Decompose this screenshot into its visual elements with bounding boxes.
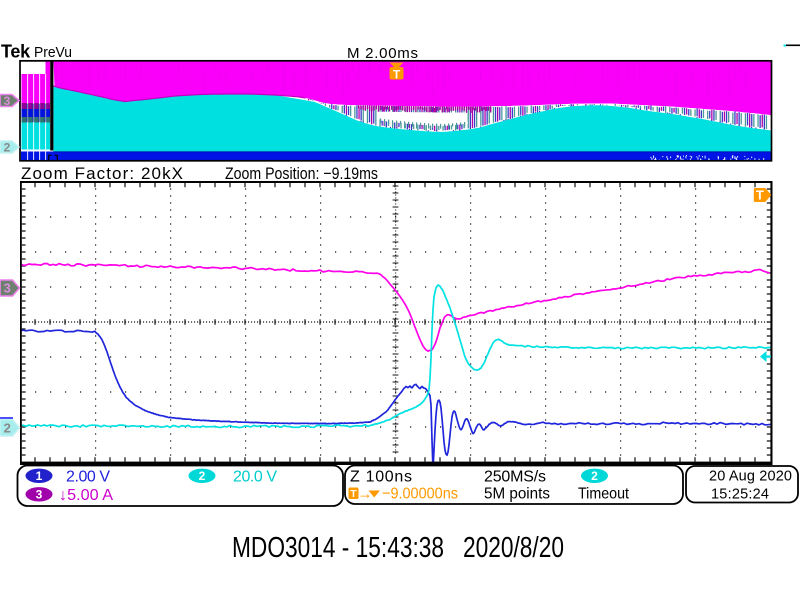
svg-text:T: T	[393, 68, 401, 82]
svg-text:2: 2	[4, 420, 11, 435]
svg-text:2: 2	[591, 469, 598, 483]
svg-text:2: 2	[199, 469, 206, 483]
svg-text:2: 2	[4, 140, 11, 154]
svg-text:250MS/s: 250MS/s	[484, 469, 546, 486]
svg-text:PreVu: PreVu	[34, 44, 72, 61]
svg-text:1: 1	[36, 469, 43, 483]
svg-text:3: 3	[36, 488, 43, 502]
svg-text:T: T	[350, 488, 357, 500]
svg-text:→: →	[358, 486, 373, 503]
svg-text:2.00 V: 2.00 V	[66, 469, 110, 486]
svg-text:3: 3	[4, 281, 11, 296]
svg-text:T: T	[756, 188, 764, 203]
svg-text:−9.00000ns: −9.00000ns	[382, 486, 458, 503]
svg-text:3: 3	[4, 94, 11, 108]
svg-text:Zoom Factor: 20kX: Zoom Factor: 20kX	[21, 164, 183, 183]
svg-text:20 Aug 2020: 20 Aug 2020	[709, 469, 792, 485]
svg-text:Tek: Tek	[1, 42, 31, 62]
svg-text:Z 100ns: Z 100ns	[350, 469, 412, 486]
svg-text:Zoom Position: −9.19ms: Zoom Position: −9.19ms	[225, 164, 378, 183]
svg-text:M 2.00ms: M 2.00ms	[347, 45, 418, 62]
svg-text:↓5.00 A: ↓5.00 A	[59, 487, 113, 504]
svg-text:5M points: 5M points	[484, 486, 550, 503]
svg-text:20.0 V: 20.0 V	[233, 469, 277, 486]
svg-text:Timeout: Timeout	[578, 486, 629, 503]
svg-text:MDO3014 - 15:43:38 2020/8/20: MDO3014 - 15:43:38 2020/8/20	[232, 532, 564, 564]
svg-text:15:25:24: 15:25:24	[711, 487, 769, 503]
